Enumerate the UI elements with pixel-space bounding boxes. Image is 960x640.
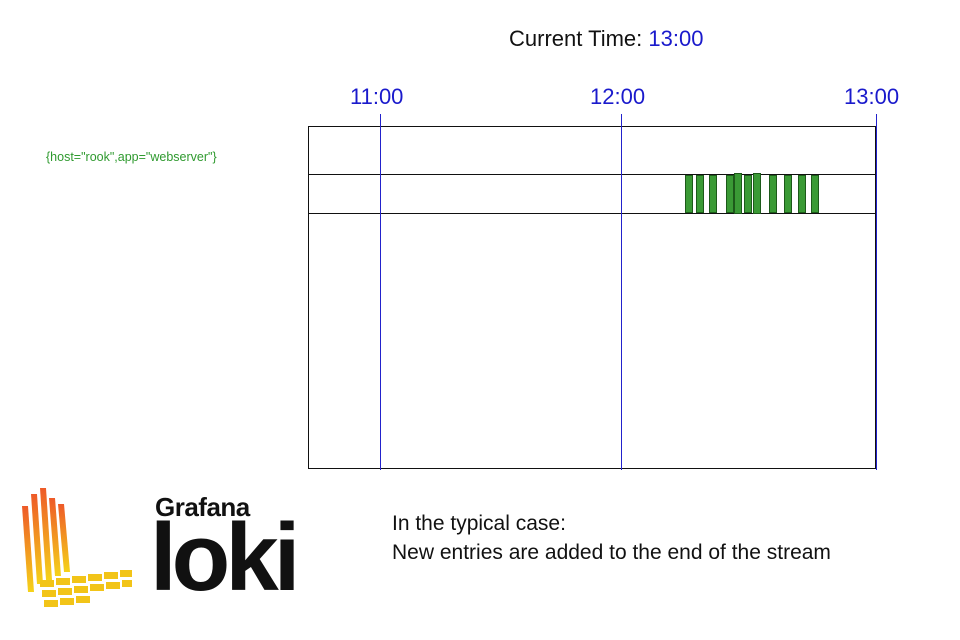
log-entry <box>734 173 742 214</box>
gridline-13 <box>876 114 877 470</box>
tick-label-13: 13:00 <box>844 84 900 109</box>
logo-brand: Grafana <box>155 492 250 522</box>
log-entry <box>798 175 806 213</box>
log-entry <box>709 175 717 213</box>
log-entry <box>811 175 819 213</box>
log-entry <box>744 175 752 213</box>
stream-row <box>308 174 876 214</box>
caption-line-1: In the typical case: <box>392 512 566 535</box>
log-entry <box>726 175 734 213</box>
gridline-12 <box>621 114 622 470</box>
logo-product: loki <box>150 504 300 611</box>
gridline-11 <box>380 114 381 470</box>
current-time-value: 13:00 <box>648 26 704 51</box>
log-entry <box>696 175 704 213</box>
caption: In the typical case: New entries are add… <box>392 509 831 567</box>
log-entry <box>753 173 761 214</box>
current-time-label: Current Time: <box>509 26 643 51</box>
timeline-frame <box>308 126 876 469</box>
log-entry <box>685 175 693 213</box>
loki-logo-icon <box>22 488 132 607</box>
log-entry <box>784 175 792 213</box>
tick-label-12: 12:00 <box>590 84 646 109</box>
log-entry <box>769 175 777 213</box>
caption-line-2: New entries are added to the end of the … <box>392 541 831 564</box>
current-time: Current Time: 13:00 <box>509 26 703 52</box>
stream-label: {host="rook",app="webserver"} <box>46 150 217 164</box>
tick-label-11: 11:00 <box>350 84 404 109</box>
